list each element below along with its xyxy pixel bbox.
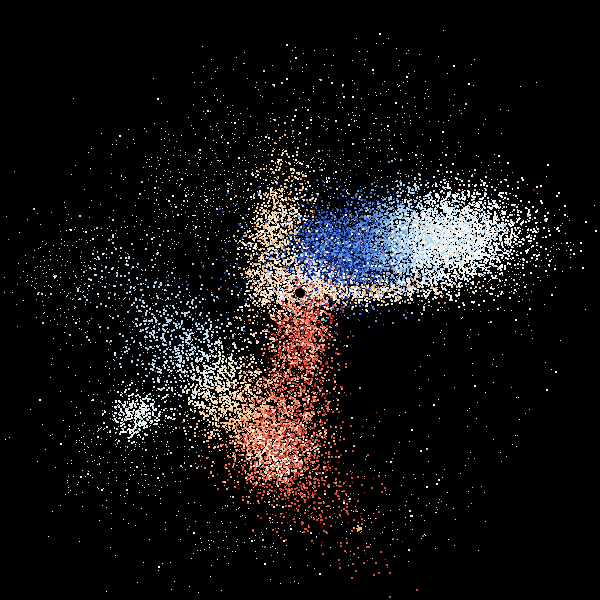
velocity-scatter-canvas xyxy=(0,0,600,600)
scatter-figure xyxy=(0,0,600,600)
